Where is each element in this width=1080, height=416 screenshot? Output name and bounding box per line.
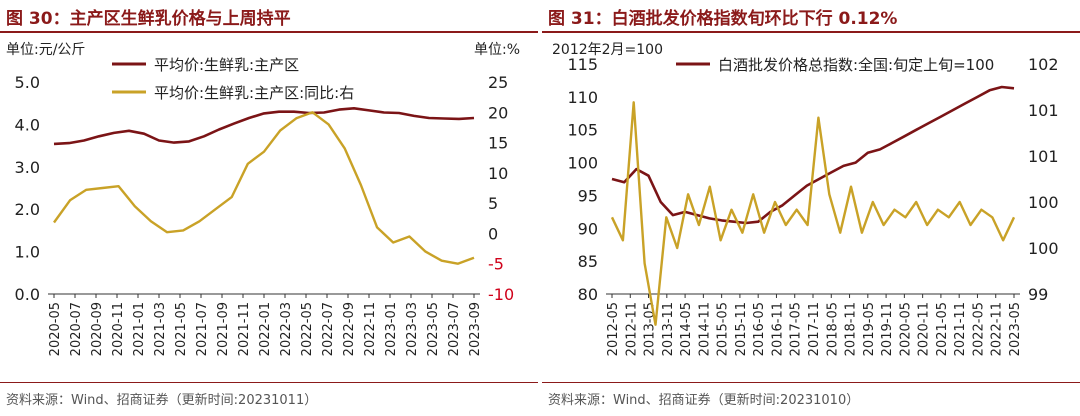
x-tick-label: 2023-05 <box>426 302 441 356</box>
x-tick-label: 2022-09 <box>342 302 357 356</box>
x-tick-label: 2012-11 <box>624 302 639 356</box>
x-tick-label: 2021-11 <box>953 302 968 356</box>
y-tick-label-left: 110 <box>567 88 598 107</box>
y-tick-label-left: 105 <box>567 121 598 140</box>
title-rule <box>542 31 1080 33</box>
left-unit-label: 单位:元/公斤 <box>6 42 85 58</box>
source-rule <box>0 382 538 383</box>
series-line-level <box>611 85 1015 225</box>
x-tick-label: 2021-05 <box>935 302 950 356</box>
y-tick-label-left: 0.0 <box>15 285 40 304</box>
chart-panel-milk: 图 30：主产区生鲜乳价格与上周持平 0.0 1.0 2.0 3.0 4.0 5.0 -10… <box>0 0 538 416</box>
source-note: 资料来源：Wind、招商证券（更新时间:20231010） <box>548 393 860 408</box>
y-tick-label-right: 100 <box>1028 193 1059 212</box>
x-tick-label: 2014-05 <box>679 302 694 356</box>
x-tick-label: 2022-11 <box>990 302 1005 356</box>
chart-panel-baijiu: 图 31：白酒批发价格指数旬环比下行 0.12% 80 85 90 95 100 105 1… <box>542 0 1080 416</box>
x-tick-label: 2021-11 <box>237 302 252 356</box>
y-tick-label-right: 101 <box>1028 101 1059 120</box>
legend-label: 平均价:生鲜乳:主产区:同比:右 <box>154 84 354 102</box>
x-tick-label: 2022-05 <box>971 302 986 356</box>
series-line-yoy <box>610 101 1016 326</box>
milk-price-chart: 0.0 1.0 2.0 3.0 4.0 5.0 -10 -5 0 5 10 15 20 25 2020-05… <box>6 42 520 356</box>
x-tick-label: 2012-05 <box>606 302 621 356</box>
right-unit-label: 单位:% <box>474 42 520 58</box>
x-tick-label: 2017-11 <box>807 302 822 356</box>
x-tick-label: 2020-11 <box>917 302 932 356</box>
y-tick-label-left: 2.0 <box>15 200 40 219</box>
x-tick-label: 2022-05 <box>300 302 315 356</box>
left-unit-label: 2012年2月=100 <box>552 42 663 58</box>
x-tick-label: 2021-01 <box>132 302 147 356</box>
y-tick-label-left: 85 <box>578 252 598 271</box>
y-tick-label-right: 15 <box>488 134 508 153</box>
series-line-yoy <box>53 111 475 265</box>
x-tick-label: 2019-11 <box>880 302 895 356</box>
source-note: 资料来源：Wind、招商证券（更新时间:20231011） <box>6 393 318 408</box>
y-tick-label-right: -10 <box>488 285 514 304</box>
x-tick-label: 2020-11 <box>111 302 126 356</box>
x-tick-label: 2021-05 <box>174 302 189 356</box>
y-tick-label-left: 90 <box>578 219 598 238</box>
x-tick-label: 2018-11 <box>844 302 859 356</box>
x-tick-label: 2015-05 <box>716 302 731 356</box>
legend-label: 平均价:生鲜乳:主产区 <box>154 56 299 74</box>
x-tick-label: 2015-11 <box>734 302 749 356</box>
x-tick-label: 2019-05 <box>862 302 877 356</box>
figure-title: 图 31：白酒批发价格指数旬环比下行 0.12% <box>548 9 898 29</box>
x-tick-label: 2013-11 <box>661 302 676 356</box>
x-tick-label: 2016-05 <box>752 302 767 356</box>
y-tick-label-left: 4.0 <box>15 115 40 134</box>
x-tick-label: 2023-09 <box>468 302 483 356</box>
x-tick-label: 2014-11 <box>697 302 712 356</box>
x-tick-label: 2023-01 <box>384 302 399 356</box>
x-tick-label: 2022-11 <box>363 302 378 356</box>
x-tick-label: 2020-05 <box>898 302 913 356</box>
x-tick-label: 2021-07 <box>195 302 210 356</box>
y-tick-label-right: 20 <box>488 103 508 122</box>
y-tick-label-right: 0 <box>488 224 498 243</box>
x-tick-label: 2020-07 <box>69 302 84 356</box>
x-tick-label: 2016-11 <box>770 302 785 356</box>
y-tick-label-right: 102 <box>1028 55 1059 74</box>
x-tick-label: 2023-07 <box>447 302 462 356</box>
x-tick-label: 2022-07 <box>321 302 336 356</box>
x-tick-label: 2023-03 <box>405 302 420 356</box>
series-line-level <box>53 107 475 146</box>
y-tick-label-right: -5 <box>488 255 504 274</box>
title-rule <box>0 31 538 33</box>
y-tick-label-right: 25 <box>488 73 508 92</box>
x-tick-label: 2017-05 <box>789 302 804 356</box>
x-tick-label: 2022-01 <box>258 302 273 356</box>
y-tick-label-left: 95 <box>578 186 598 205</box>
y-tick-label-right: 5 <box>488 194 498 213</box>
y-tick-label-left: 100 <box>567 154 598 173</box>
y-tick-label-left: 5.0 <box>15 73 40 92</box>
y-tick-label-right: 10 <box>488 164 508 183</box>
legend-label: 白酒批发价格总指数:全国:旬定上旬=100 <box>718 56 994 74</box>
y-tick-label-right: 100 <box>1028 239 1059 258</box>
x-tick-label: 2023-05 <box>1008 302 1023 356</box>
x-tick-label: 2020-09 <box>90 302 105 356</box>
x-tick-label: 2022-03 <box>279 302 294 356</box>
x-tick-label: 2021-09 <box>216 302 231 356</box>
x-tick-label: 2013-05 <box>643 302 658 356</box>
source-rule <box>542 382 1080 383</box>
y-tick-label-left: 115 <box>567 55 598 74</box>
y-tick-label-right: 99 <box>1028 285 1048 304</box>
y-tick-label-right: 101 <box>1028 147 1059 166</box>
y-tick-label-left: 3.0 <box>15 158 40 177</box>
y-tick-label-left: 80 <box>578 285 598 304</box>
y-tick-label-left: 1.0 <box>15 243 40 262</box>
x-tick-label: 2020-05 <box>48 302 63 356</box>
x-tick-label: 2018-05 <box>825 302 840 356</box>
figure-title: 图 30：主产区生鲜乳价格与上周持平 <box>6 9 291 29</box>
x-tick-label: 2021-03 <box>153 302 168 356</box>
baijiu-index-chart: 80 85 90 95 100 105 110 115 99 100 100 101 101 102 201… <box>552 42 1059 356</box>
